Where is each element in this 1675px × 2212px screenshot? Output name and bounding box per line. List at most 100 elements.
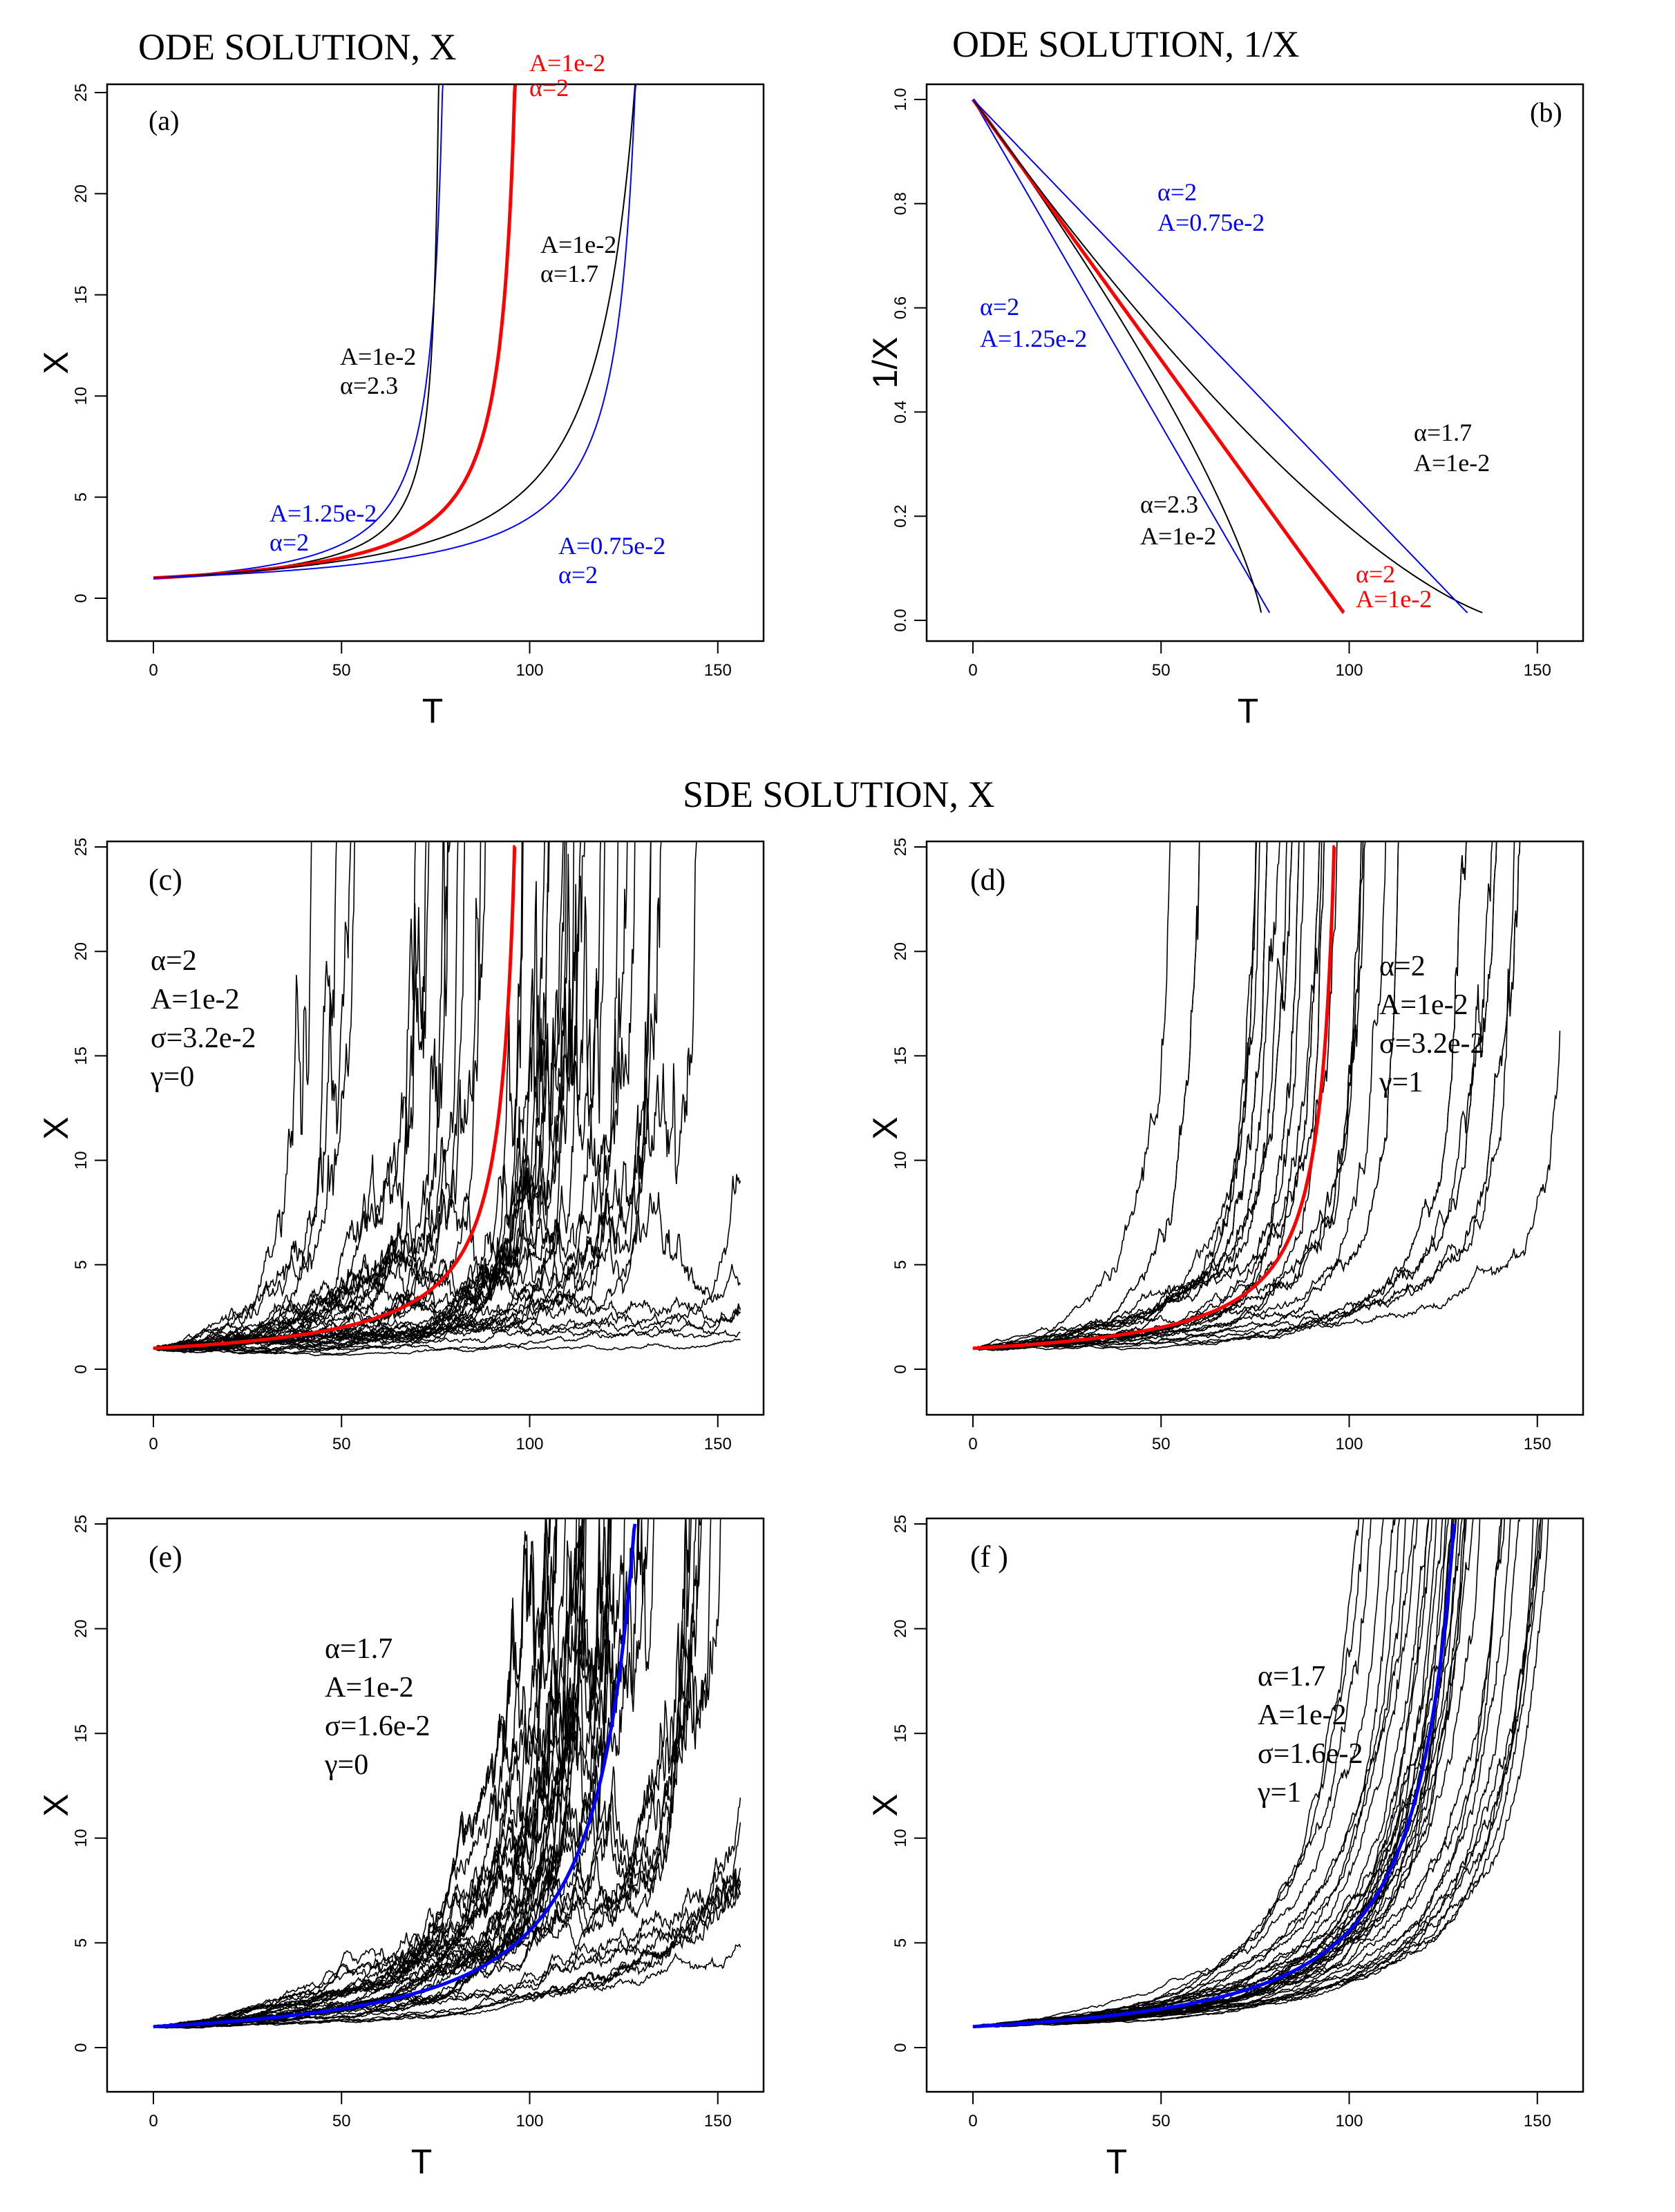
annotation-line: α=1.7 (1414, 419, 1472, 446)
x-tick-label: 100 (515, 1435, 543, 1453)
x-tick-label: 100 (515, 661, 543, 680)
annotation-line: A=1e-2 (325, 1672, 414, 1704)
sample-path (972, 1518, 1521, 2028)
annotation: A=1e-2 α=2 (529, 49, 605, 102)
sample-path (972, 1518, 1444, 2028)
x-tick-label: 100 (1335, 661, 1363, 680)
plot-frame (106, 83, 765, 642)
sample-path (972, 841, 1515, 1349)
y-tick-label: 0 (72, 2043, 91, 2052)
y-tick-label: 20 (891, 1619, 910, 1638)
annotation-line: α=2 (529, 74, 569, 102)
x-axis-label: T (1106, 2142, 1128, 2181)
sample-path (972, 1518, 1447, 2028)
sample-path (153, 841, 459, 1351)
sample-path (153, 1518, 550, 2028)
sample-path (972, 1518, 1463, 2028)
x-tick-label: 0 (968, 2112, 977, 2130)
y-tick-label: 5 (891, 1260, 910, 1269)
sample-path (153, 1518, 686, 2028)
sample-path (972, 841, 1287, 1350)
annotation-line: A=1e-2 (1140, 522, 1216, 550)
sample-path (972, 841, 1200, 1349)
y-tick-label: 20 (891, 942, 910, 961)
y-tick-label: 20 (72, 184, 91, 203)
y-tick-label: 5 (891, 1938, 910, 1947)
plot-frame (106, 840, 765, 1416)
annotation-line: α=2 (1157, 178, 1197, 206)
x-tick-label: 0 (149, 661, 158, 680)
annotation-line: A=1e-2 (340, 343, 416, 370)
panel-c: 0 50 100 150 0 5 10 15 20 25 X (c) α=2 A=1e-2 σ=3.2e-2… (37, 838, 765, 1453)
annotation-line: σ=1.6e-2 (325, 1710, 430, 1742)
y-axis-label: X (37, 351, 75, 374)
panel-label: (a) (149, 105, 179, 136)
annotation-line: α=2.3 (340, 372, 398, 399)
x-axis-label: T (422, 692, 444, 730)
title-sde: SDE SOLUTION, X (683, 774, 995, 815)
sample-path (153, 841, 585, 1350)
y-axis-label: X (866, 1116, 905, 1139)
y-tick-label: 5 (72, 1938, 91, 1947)
y-tick-label: 0.0 (891, 609, 910, 631)
y-tick-label: 15 (891, 1724, 910, 1743)
plot-area (971, 98, 1483, 614)
sample-path (153, 1518, 640, 2028)
panel-label: (b) (1530, 97, 1562, 128)
plot-area (153, 1518, 741, 2030)
x-tick-label: 100 (1335, 1435, 1363, 1453)
x-tick-label: 150 (704, 661, 732, 680)
annotation-line: A=1e-2 (540, 231, 616, 258)
y-tick-label: 25 (72, 84, 91, 102)
y-tick-label: 15 (72, 285, 91, 304)
annotation: A=0.75e-2 α=2 (558, 532, 665, 589)
panel-b: 0 50 100 150 0.0 0.2 0.4 0.6 0.8 1.0 T 1/X (b) α=2 A=0… (866, 83, 1584, 730)
y-tick-label: 10 (72, 1151, 91, 1170)
sample-path (973, 841, 1338, 1350)
sample-path (973, 841, 1300, 1351)
annotation-line: σ=1.6e-2 (1258, 1738, 1363, 1770)
panel-f: 0 50 100 150 0 5 10 15 20 25 T X (f ) α=1.7 A=1e-2 σ=1.… (866, 1515, 1584, 2181)
x-tick-label: 150 (1524, 1435, 1551, 1453)
x-tick-label: 0 (968, 1435, 977, 1453)
annotation: α=2 A=1.25e-2 (980, 293, 1087, 352)
plot-area (972, 841, 1561, 1351)
annotation-line: A=1e-2 (529, 49, 605, 77)
x-tick-label: 50 (1152, 2112, 1171, 2130)
sample-path (972, 841, 1200, 1349)
y-tick-label: 0 (891, 2043, 910, 2052)
sample-path (153, 1518, 585, 2028)
title-ode-x: ODE SOLUTION, X (138, 26, 456, 68)
panel-label: (d) (970, 863, 1005, 897)
plot-area (153, 84, 637, 580)
annotation-line: A=0.75e-2 (558, 532, 665, 560)
sample-path (973, 841, 1300, 1351)
x-tick-label: 50 (332, 1435, 351, 1453)
sample-path (973, 841, 1325, 1350)
series-line (972, 99, 1262, 613)
annotation-line: γ=1 (1257, 1777, 1301, 1809)
sample-path (153, 1872, 741, 2028)
y-tick-label: 10 (891, 1829, 910, 1847)
annotation-line: A=1e-2 (151, 984, 240, 1016)
annotation-line: A=0.75e-2 (1157, 209, 1265, 236)
plot-frame (106, 1517, 765, 2093)
y-axis-label: X (37, 1793, 75, 1816)
series-line (971, 98, 1345, 614)
sample-path (972, 841, 1467, 1349)
y-tick-label: 10 (72, 387, 91, 406)
y-tick-label: 20 (72, 1619, 91, 1638)
sample-path (153, 1518, 649, 2029)
y-tick-label: 25 (891, 1515, 910, 1534)
annotation-line: γ=0 (150, 1061, 194, 1093)
sample-path (153, 841, 575, 1351)
annotation-line: A=1e-2 (1356, 585, 1432, 613)
panel-label: (e) (149, 1540, 182, 1574)
annotation-line: α=2 (558, 561, 598, 589)
sample-path (153, 1518, 585, 2028)
annotation: α=2 A=1e-2 σ=3.2e-2 γ=0 (150, 945, 256, 1093)
ode-mean-line (153, 845, 517, 1351)
sample-path (153, 841, 636, 1350)
series-line (972, 99, 1271, 613)
